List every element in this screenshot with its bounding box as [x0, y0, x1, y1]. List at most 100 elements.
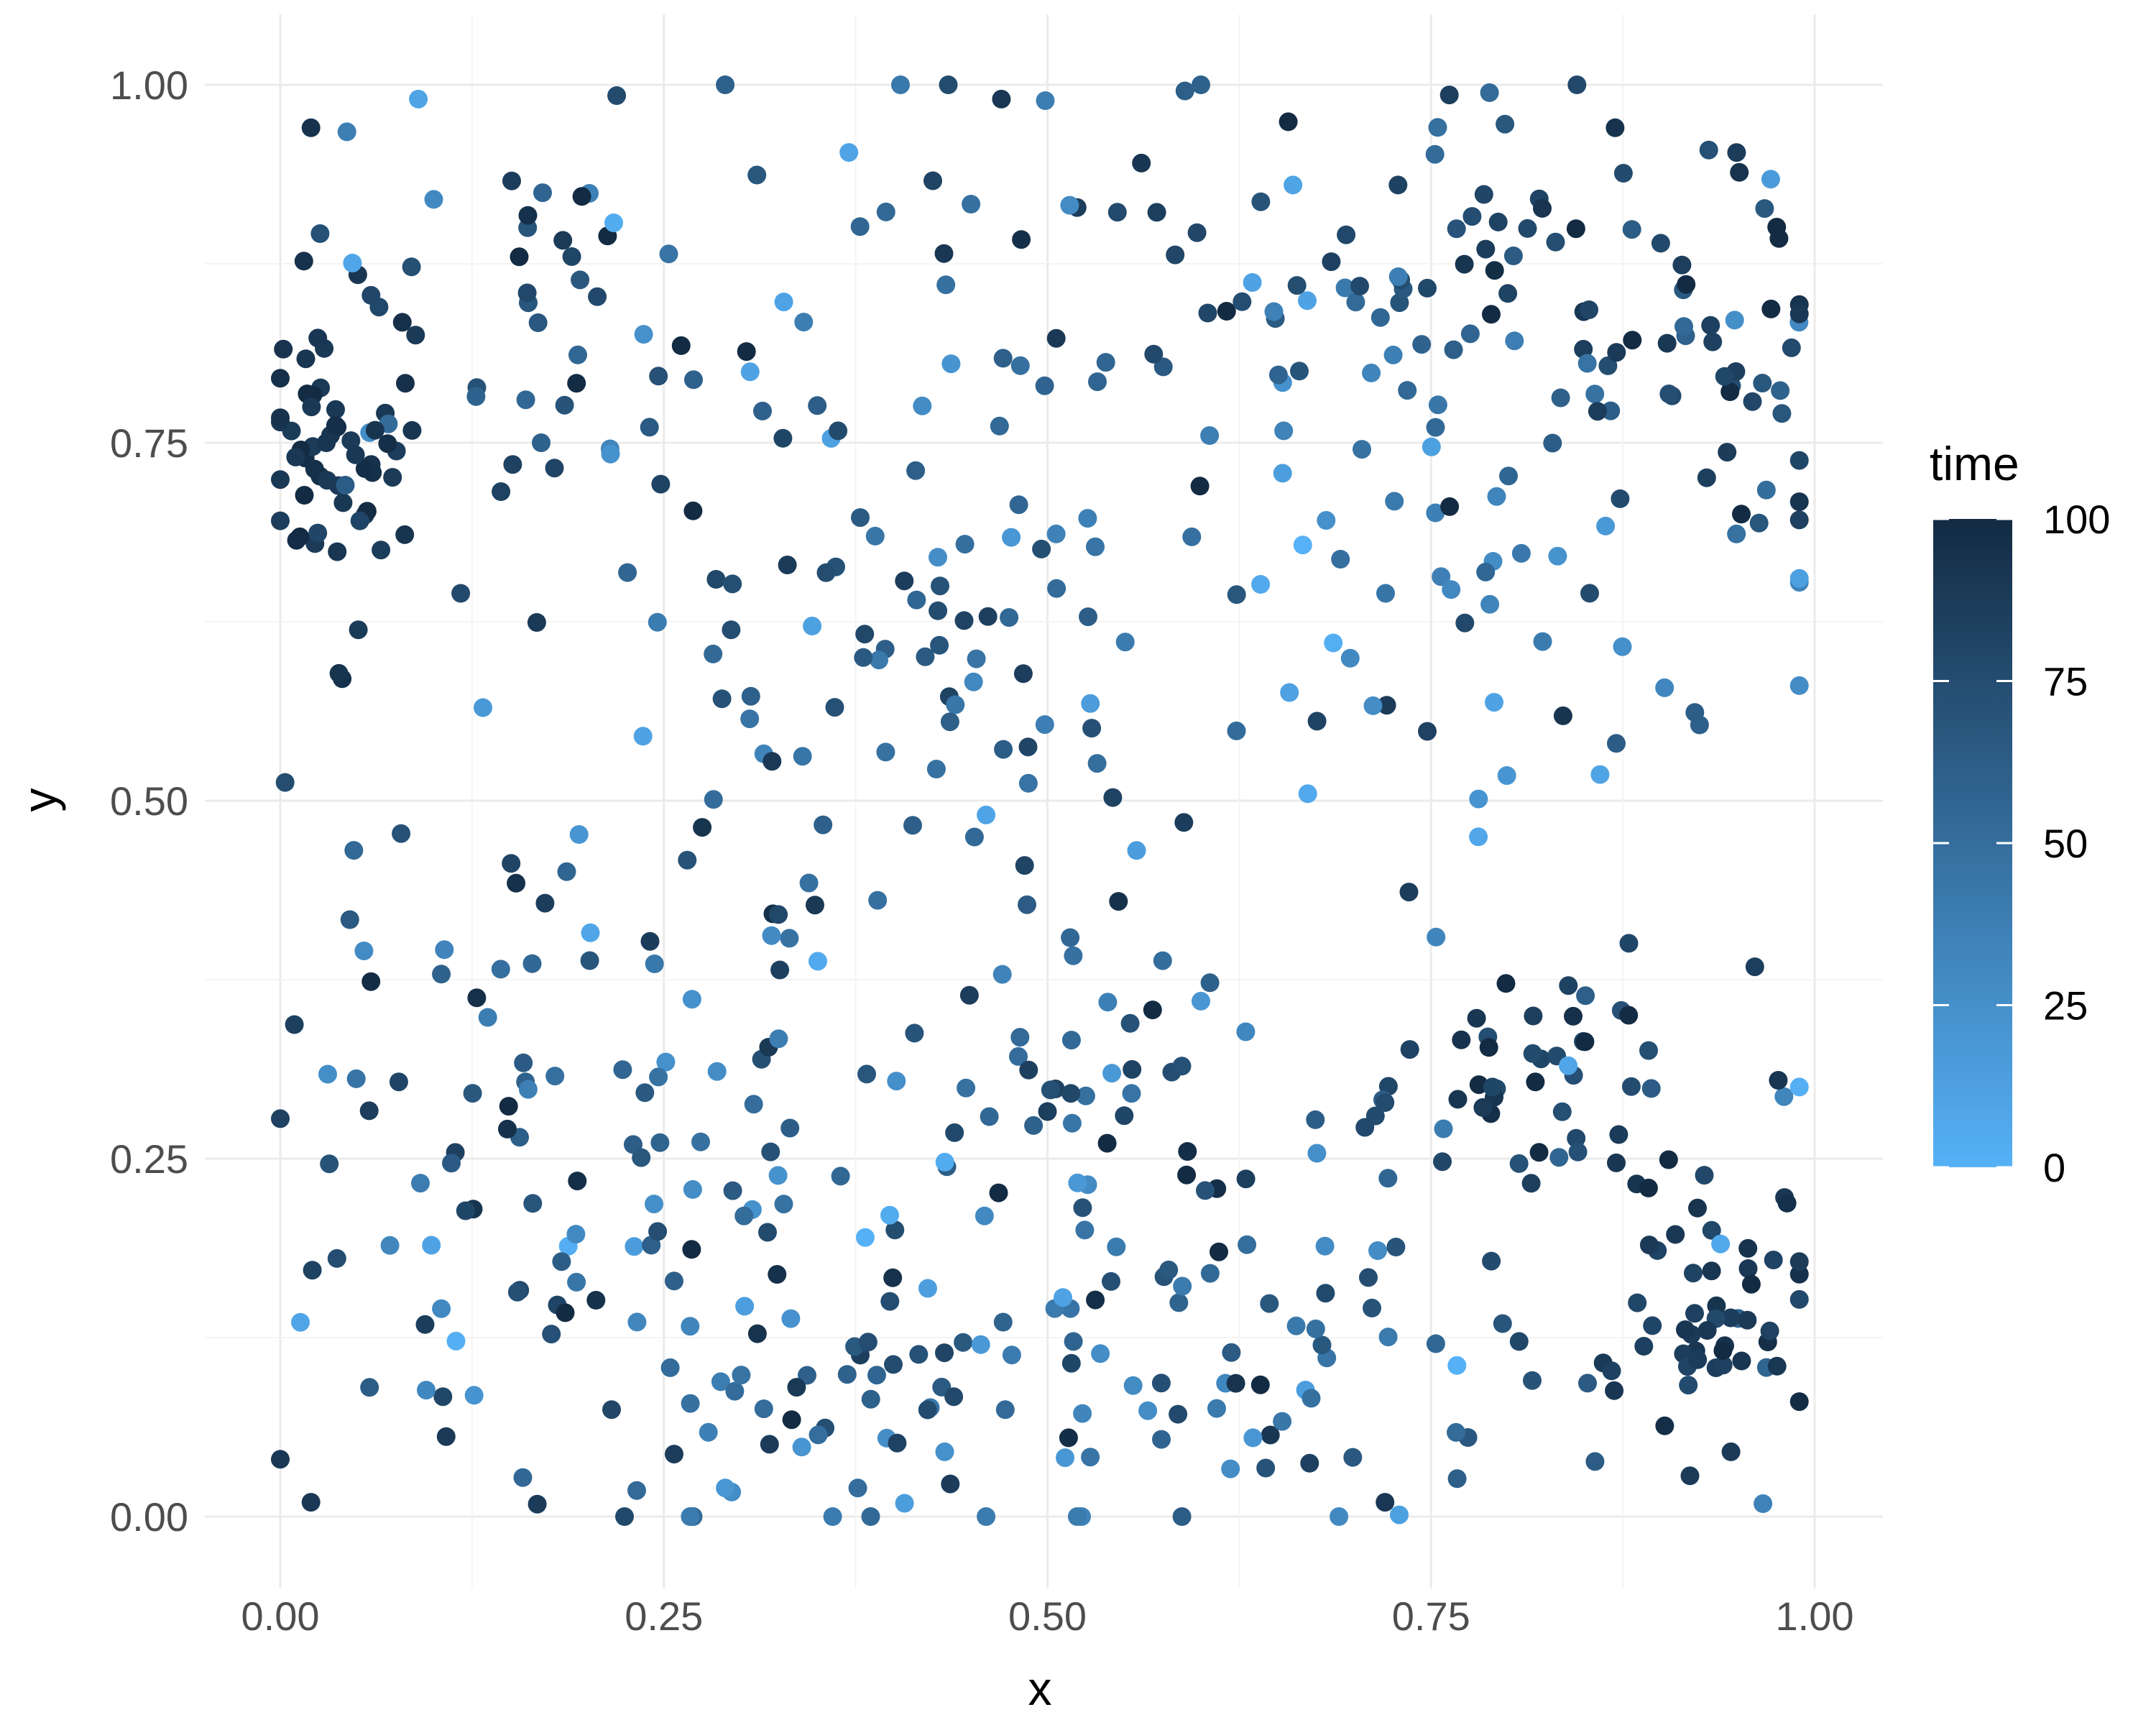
- data-point: [1559, 976, 1578, 995]
- data-point: [656, 1052, 676, 1072]
- data-point: [1619, 1006, 1639, 1025]
- data-point: [627, 1481, 646, 1500]
- data-point: [507, 1282, 527, 1302]
- data-point: [1172, 1507, 1192, 1526]
- data-point: [959, 985, 979, 1005]
- data-point: [433, 1387, 453, 1407]
- data-point: [980, 1107, 999, 1126]
- data-point: [747, 1324, 767, 1343]
- data-point: [903, 816, 922, 835]
- data-point: [704, 790, 723, 809]
- data-point: [683, 1179, 702, 1199]
- data-point: [1702, 1220, 1721, 1240]
- data-point: [295, 486, 314, 505]
- data-point: [753, 401, 772, 420]
- data-point: [935, 1152, 954, 1172]
- data-point: [1362, 363, 1381, 382]
- points-layer: [271, 75, 1809, 1526]
- data-point: [1789, 510, 1809, 530]
- legend-ticks: 0 25 50 75 100: [1933, 497, 2110, 1190]
- data-point: [831, 1167, 850, 1186]
- data-point: [861, 1389, 880, 1409]
- data-point: [734, 1206, 754, 1225]
- data-point: [1761, 299, 1781, 318]
- data-point: [533, 183, 552, 203]
- data-point: [1543, 433, 1562, 453]
- data-point: [1455, 254, 1474, 274]
- data-point: [615, 1507, 634, 1526]
- data-point: [1738, 1310, 1757, 1330]
- data-point: [1097, 1133, 1117, 1153]
- data-point: [926, 760, 946, 778]
- data-point: [1226, 1374, 1245, 1393]
- data-point: [1480, 594, 1500, 614]
- data-point: [1015, 856, 1034, 875]
- data-point: [681, 1507, 700, 1526]
- data-point: [1316, 1284, 1335, 1303]
- data-point: [1720, 382, 1740, 401]
- data-point: [1013, 664, 1033, 684]
- data-point: [1388, 267, 1408, 286]
- data-point: [891, 75, 910, 94]
- data-point: [627, 1312, 647, 1332]
- data-point: [271, 511, 290, 530]
- data-point: [945, 1123, 964, 1142]
- data-point: [665, 1445, 683, 1464]
- data-point: [1533, 632, 1552, 651]
- data-point: [1061, 1031, 1081, 1050]
- data-point: [716, 1478, 735, 1498]
- data-point: [1151, 1374, 1171, 1393]
- data-point: [992, 89, 1011, 109]
- data-point: [1274, 421, 1294, 441]
- data-point: [744, 1095, 763, 1114]
- data-point: [586, 1291, 606, 1310]
- data-point: [722, 620, 741, 640]
- data-point: [885, 1220, 905, 1240]
- data-point: [1493, 1314, 1512, 1333]
- data-point: [552, 1252, 571, 1271]
- data-point: [1315, 1236, 1335, 1256]
- data-point: [1738, 1259, 1758, 1278]
- data-point: [516, 390, 535, 410]
- data-point: [1684, 1264, 1703, 1283]
- data-point: [329, 663, 349, 683]
- legend-tick-label: 50: [2043, 821, 2088, 866]
- x-tick-label: 0.00: [241, 1593, 320, 1639]
- data-point: [769, 905, 788, 924]
- data-point: [1115, 632, 1135, 652]
- data-point: [349, 620, 368, 640]
- data-point: [1378, 1169, 1398, 1188]
- data-point: [1178, 1142, 1197, 1161]
- data-point: [571, 270, 590, 290]
- data-point: [857, 1064, 876, 1084]
- data-point: [1009, 495, 1028, 515]
- x-axis-title: x: [1028, 1662, 1052, 1715]
- data-point: [467, 988, 487, 1008]
- data-point: [1576, 986, 1595, 1006]
- data-point: [1606, 118, 1625, 137]
- data-point: [633, 727, 653, 746]
- data-point: [825, 698, 844, 717]
- data-point: [303, 1261, 322, 1280]
- data-point: [422, 1236, 441, 1255]
- data-point: [1363, 696, 1383, 715]
- data-point: [502, 854, 521, 873]
- data-point: [1774, 1087, 1794, 1106]
- data-point: [380, 1236, 400, 1255]
- data-point: [1607, 1153, 1626, 1172]
- data-point: [1096, 353, 1115, 372]
- data-point: [1312, 1335, 1332, 1355]
- data-point: [503, 455, 522, 474]
- data-point: [1046, 328, 1066, 348]
- data-point: [1462, 207, 1482, 226]
- data-point: [1602, 1361, 1621, 1381]
- data-point: [1566, 219, 1585, 239]
- data-point: [446, 1331, 466, 1351]
- data-point: [854, 648, 873, 667]
- data-point: [432, 965, 451, 984]
- data-point: [735, 1297, 755, 1316]
- data-point: [939, 75, 958, 94]
- data-point: [1789, 451, 1809, 470]
- data-point: [1521, 1174, 1541, 1193]
- data-point: [395, 525, 415, 544]
